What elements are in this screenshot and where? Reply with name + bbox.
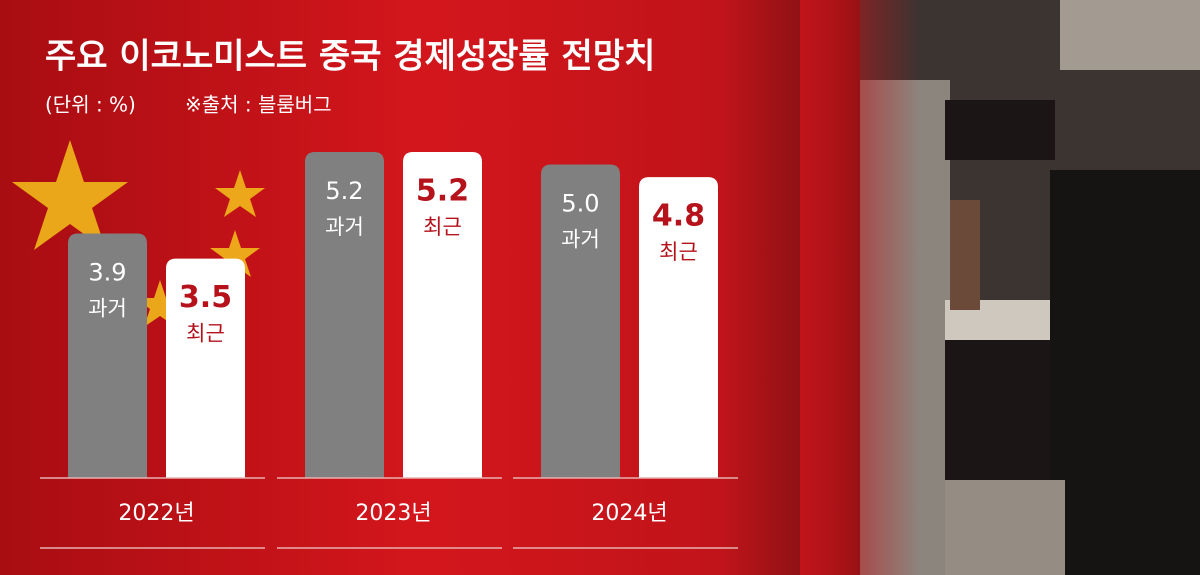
bar [403,152,482,478]
value-label: 3.5 [179,280,232,315]
bar [68,233,147,478]
bar [541,164,620,479]
series-label: 최근 [423,215,462,239]
x-tick-label: 2023년 [355,501,431,526]
source: ※출처 : 블룸버그 [185,93,332,117]
bar [639,177,718,479]
series-label: 과거 [561,228,600,252]
bar [305,152,384,478]
series-label: 과거 [325,215,364,239]
value-label: 5.2 [325,177,363,205]
series-label: 최근 [659,240,698,264]
value-label: 4.8 [652,199,705,234]
flag-stars [12,140,265,327]
series-label: 과거 [88,297,127,321]
bar [166,258,245,478]
series-label: 최근 [186,322,225,346]
value-label: 5.0 [561,190,599,218]
building-photo [800,0,1200,575]
subtitle: (단위 : %) [45,93,136,117]
value-label: 3.9 [88,259,126,287]
chart-title: 주요 이코노미스트 중국 경제성장률 전망치 [45,37,655,77]
value-label: 5.2 [416,174,469,209]
x-tick-label: 2022년 [118,501,194,526]
x-tick-label: 2024년 [591,501,667,526]
